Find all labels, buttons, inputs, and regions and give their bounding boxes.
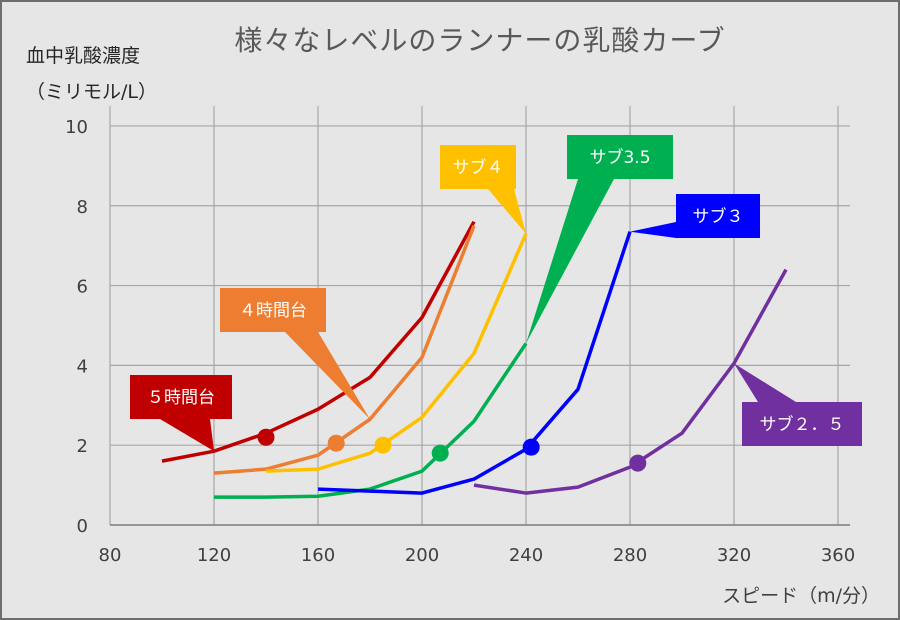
x-tick-label: 160 [301, 545, 335, 566]
callout-pointer-1 [285, 332, 370, 420]
series-line-3 [214, 342, 528, 499]
series-line-4 [317, 231, 632, 495]
series-marker-0 [257, 428, 275, 446]
callout-box-3 [567, 135, 673, 179]
y-tick-label: 2 [77, 436, 88, 457]
series-lines [161, 220, 788, 499]
y-tick-label: 4 [77, 356, 88, 377]
series-line-1 [213, 225, 476, 475]
callout-box-5 [742, 402, 862, 446]
callout-box-4 [676, 194, 760, 238]
series-marker-3 [431, 444, 449, 462]
series-marker-1 [327, 434, 345, 452]
callout-pointer-3 [526, 179, 614, 344]
y-tick-label: 0 [77, 516, 88, 537]
series-line-2 [265, 232, 528, 473]
series-label-0: ５時間台 [147, 388, 215, 408]
x-tick-label: 200 [405, 545, 439, 566]
series-label-5: サブ２．５ [760, 414, 845, 435]
callout-pointer-2 [488, 189, 526, 234]
y-axis-label-line1: 血中乳酸濃度 [26, 45, 140, 67]
callout-box-2 [440, 145, 516, 189]
callouts: ５時間台 ４時間台 サブ４ サブ3.5 サブ３ サブ２．５ [130, 135, 862, 452]
callout-pointer-0 [160, 419, 214, 452]
x-tick-label: 320 [717, 545, 751, 566]
x-tick-label: 240 [509, 545, 543, 566]
x-tick-label: 120 [197, 545, 231, 566]
x-axis-label: スピード（m/分） [722, 585, 880, 607]
series-marker-2 [374, 436, 392, 454]
x-tick-label: 360 [821, 545, 855, 566]
y-tick-label: 6 [77, 277, 88, 298]
series-marker-5 [629, 454, 647, 472]
callout-box-0 [130, 375, 232, 419]
x-tick-label: 280 [613, 545, 647, 566]
callout-pointer-5 [734, 363, 796, 402]
chart-title: 様々なレベルのランナーの乳酸カーブ [234, 24, 725, 57]
y-tick-label: 8 [77, 197, 88, 218]
y-axis-label-line2: （ミリモル/L） [26, 81, 157, 103]
series-label-2: サブ４ [453, 157, 504, 178]
x-tick-label: 80 [99, 545, 122, 566]
callout-box-1 [220, 288, 326, 332]
series-label-4: サブ３ [693, 206, 744, 227]
series-label-3: サブ3.5 [589, 147, 650, 168]
series-label-1: ４時間台 [239, 301, 307, 321]
y-tick-label: 10 [65, 117, 88, 138]
callout-pointer-4 [630, 222, 676, 238]
tick-labels: 80 120 160 200 240 280 320 360 0 2 4 6 8 10 [65, 117, 855, 566]
series-marker-4 [522, 438, 540, 456]
